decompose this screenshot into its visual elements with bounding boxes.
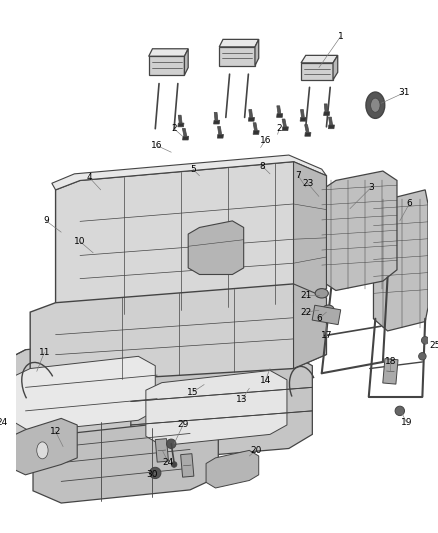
Polygon shape xyxy=(219,47,255,66)
Polygon shape xyxy=(305,125,309,133)
Polygon shape xyxy=(219,39,259,47)
Text: 9: 9 xyxy=(43,216,49,225)
Polygon shape xyxy=(214,112,218,120)
Text: 5: 5 xyxy=(190,165,196,174)
Polygon shape xyxy=(217,134,223,138)
Polygon shape xyxy=(148,49,188,56)
Text: 16: 16 xyxy=(260,135,271,144)
Ellipse shape xyxy=(171,462,177,467)
Ellipse shape xyxy=(366,92,385,118)
Polygon shape xyxy=(178,115,182,123)
Polygon shape xyxy=(188,221,244,274)
Polygon shape xyxy=(293,161,326,303)
Ellipse shape xyxy=(371,98,380,112)
Ellipse shape xyxy=(166,439,176,448)
Ellipse shape xyxy=(421,336,429,344)
Ellipse shape xyxy=(315,288,328,298)
Text: 14: 14 xyxy=(260,376,271,385)
Text: 20: 20 xyxy=(250,446,261,455)
Polygon shape xyxy=(218,126,222,134)
Polygon shape xyxy=(322,171,397,290)
Polygon shape xyxy=(148,56,184,75)
Polygon shape xyxy=(374,190,428,331)
Text: 2: 2 xyxy=(277,124,282,133)
Text: 7: 7 xyxy=(295,171,301,180)
Text: 11: 11 xyxy=(39,348,50,357)
Polygon shape xyxy=(277,114,283,117)
Text: 12: 12 xyxy=(50,427,61,436)
Text: 3: 3 xyxy=(369,182,374,191)
Polygon shape xyxy=(282,127,288,131)
Polygon shape xyxy=(300,110,304,117)
Ellipse shape xyxy=(150,467,161,479)
Polygon shape xyxy=(56,161,326,317)
Text: 17: 17 xyxy=(321,331,332,340)
Ellipse shape xyxy=(419,352,426,360)
Polygon shape xyxy=(328,125,335,128)
Text: 6: 6 xyxy=(406,199,412,208)
Text: 19: 19 xyxy=(401,418,412,426)
Text: 31: 31 xyxy=(398,88,410,98)
Polygon shape xyxy=(183,136,189,140)
Polygon shape xyxy=(182,128,187,136)
Text: 25: 25 xyxy=(429,341,438,350)
Text: 29: 29 xyxy=(178,419,189,429)
Polygon shape xyxy=(30,284,326,383)
Polygon shape xyxy=(293,284,326,368)
Text: 10: 10 xyxy=(74,237,86,246)
Text: 6: 6 xyxy=(316,314,322,323)
Polygon shape xyxy=(2,336,180,447)
Polygon shape xyxy=(301,63,333,80)
Ellipse shape xyxy=(37,442,48,459)
Text: 30: 30 xyxy=(147,470,158,479)
Polygon shape xyxy=(146,370,287,446)
Text: 1: 1 xyxy=(338,32,343,41)
Text: 2: 2 xyxy=(171,124,177,133)
Text: 23: 23 xyxy=(302,179,313,188)
Text: 15: 15 xyxy=(187,387,199,397)
Text: 8: 8 xyxy=(260,162,265,171)
Polygon shape xyxy=(277,106,281,114)
Polygon shape xyxy=(324,112,330,116)
Polygon shape xyxy=(131,352,312,460)
Polygon shape xyxy=(282,119,286,127)
Text: 13: 13 xyxy=(236,395,247,404)
Text: 18: 18 xyxy=(385,358,396,367)
Polygon shape xyxy=(333,55,338,80)
Polygon shape xyxy=(324,104,328,112)
Text: 24: 24 xyxy=(0,418,7,426)
Polygon shape xyxy=(33,421,218,503)
Polygon shape xyxy=(301,55,338,63)
Polygon shape xyxy=(14,357,155,432)
Polygon shape xyxy=(180,454,194,477)
Ellipse shape xyxy=(395,406,405,416)
Polygon shape xyxy=(248,117,254,121)
Polygon shape xyxy=(328,117,332,125)
Polygon shape xyxy=(52,155,326,190)
Polygon shape xyxy=(300,117,306,121)
Polygon shape xyxy=(383,359,398,384)
Polygon shape xyxy=(214,120,220,124)
Polygon shape xyxy=(11,418,77,475)
Polygon shape xyxy=(0,399,12,423)
Polygon shape xyxy=(253,131,259,134)
Polygon shape xyxy=(253,123,257,131)
Text: 24: 24 xyxy=(163,458,174,467)
Ellipse shape xyxy=(323,305,334,313)
Text: 16: 16 xyxy=(152,141,163,150)
Text: 4: 4 xyxy=(87,173,92,182)
Polygon shape xyxy=(206,450,259,488)
Text: 21: 21 xyxy=(300,290,311,300)
Polygon shape xyxy=(249,110,253,117)
Polygon shape xyxy=(184,49,188,75)
Polygon shape xyxy=(178,123,184,127)
Text: 22: 22 xyxy=(300,308,311,317)
Polygon shape xyxy=(305,133,311,136)
Polygon shape xyxy=(255,39,259,66)
Polygon shape xyxy=(312,305,341,325)
Polygon shape xyxy=(155,439,169,462)
